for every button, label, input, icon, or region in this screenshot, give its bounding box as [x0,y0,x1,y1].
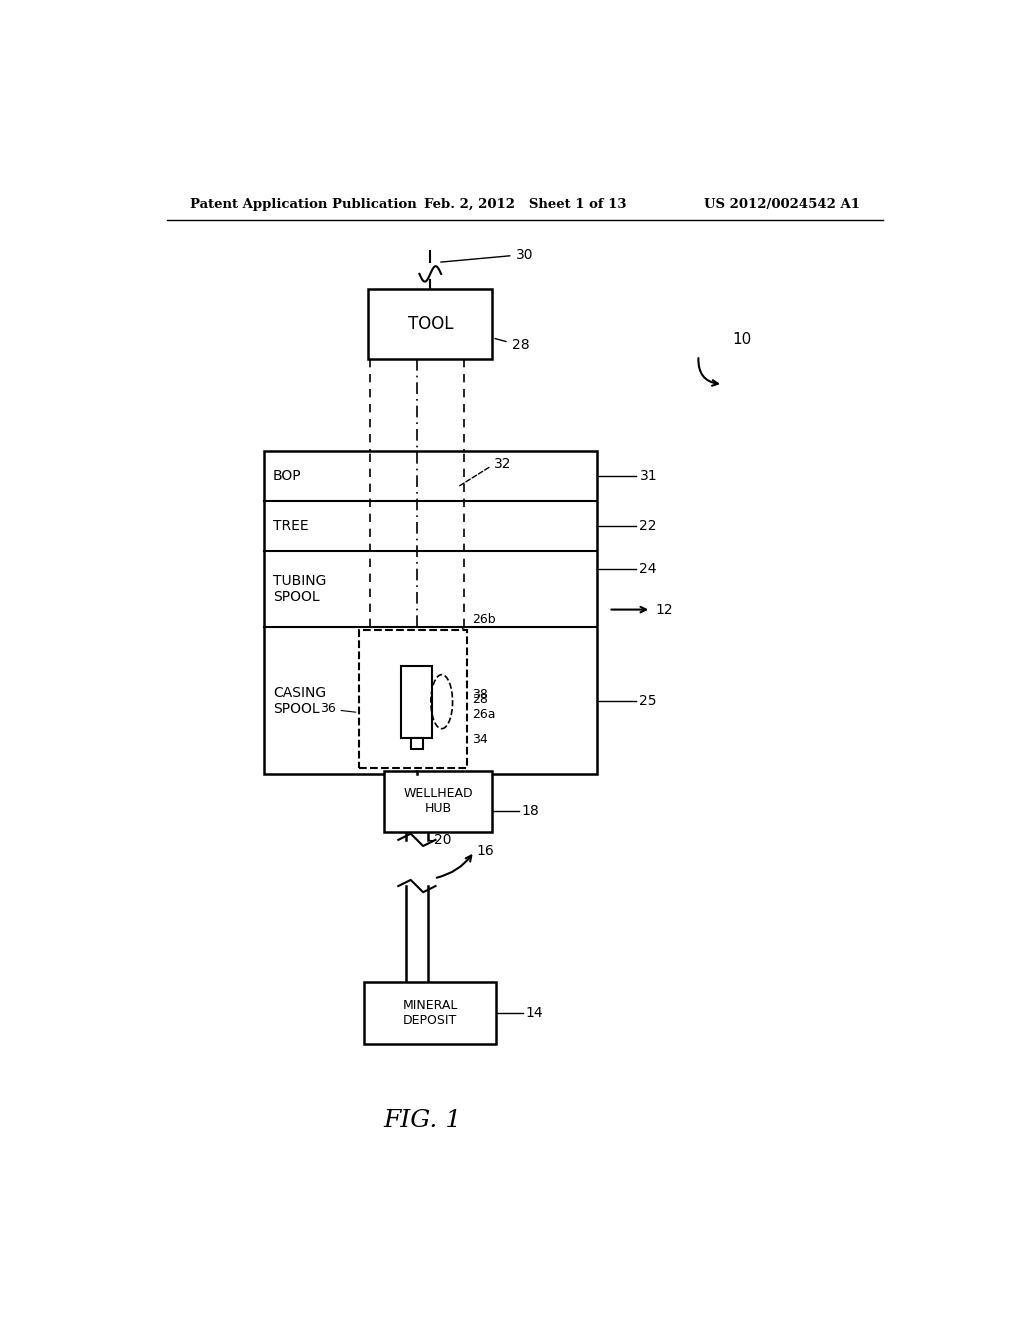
Text: 28: 28 [495,338,529,352]
Text: 36: 36 [319,702,356,715]
Bar [263,451,597,775]
Text: 20: 20 [434,833,452,847]
Bar [384,771,493,832]
Text: TREE: TREE [273,519,308,533]
Bar [358,630,467,768]
Text: 31: 31 [640,469,657,483]
Text: 18: 18 [521,804,540,817]
Text: Patent Application Publication: Patent Application Publication [190,198,417,211]
Text: 26a: 26a [435,708,496,721]
Text: 12: 12 [655,603,673,616]
Text: 38: 38 [456,688,488,701]
Text: Feb. 2, 2012   Sheet 1 of 13: Feb. 2, 2012 Sheet 1 of 13 [424,198,626,211]
Text: BOP: BOP [273,469,301,483]
Text: 32: 32 [494,457,511,471]
Text: 16: 16 [476,845,495,858]
Bar [401,665,432,738]
Text: 34: 34 [426,733,487,746]
Text: WELLHEAD
HUB: WELLHEAD HUB [403,787,473,816]
Text: 28: 28 [435,693,488,706]
Text: TOOL: TOOL [408,315,453,333]
Text: 22: 22 [640,519,657,533]
Text: CASING
SPOOL: CASING SPOOL [273,685,326,715]
Text: FIG. 1: FIG. 1 [384,1109,462,1133]
Bar [369,289,493,359]
Text: 25: 25 [640,694,657,708]
Text: 24: 24 [640,562,657,576]
Text: US 2012/0024542 A1: US 2012/0024542 A1 [703,198,859,211]
Text: 14: 14 [525,1006,543,1020]
Bar [411,738,423,748]
Text: 30: 30 [440,248,534,263]
Text: 26b: 26b [462,614,496,628]
Text: 10: 10 [732,331,752,347]
Text: TUBING
SPOOL: TUBING SPOOL [273,574,327,605]
Text: MINERAL
DEPOSIT: MINERAL DEPOSIT [402,999,458,1027]
Bar [365,982,496,1044]
